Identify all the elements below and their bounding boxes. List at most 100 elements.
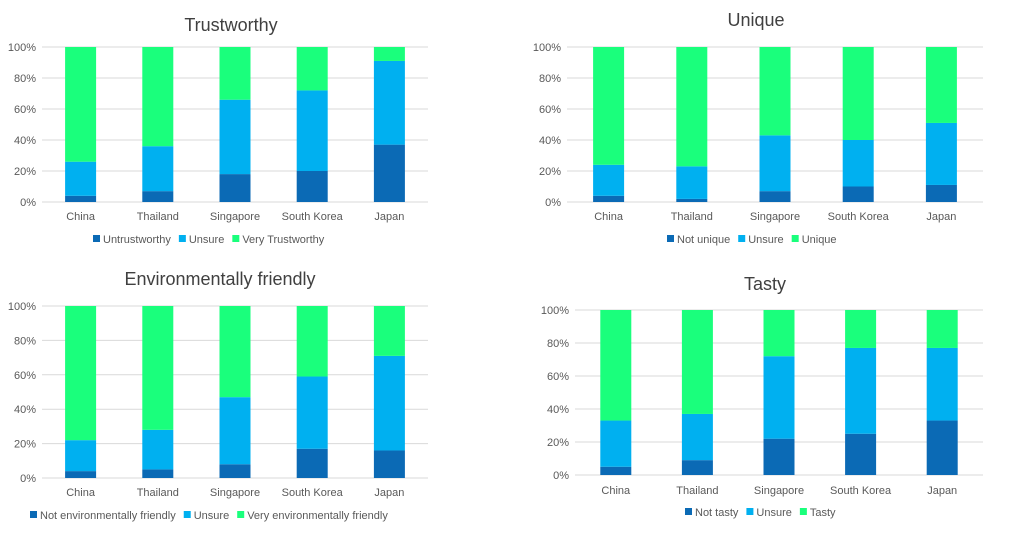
- legend-swatch: [237, 511, 245, 518]
- bar-china-very-trustworthy: [65, 47, 97, 162]
- bar-china-unsure: [600, 420, 632, 467]
- legend-swatch: [791, 235, 799, 242]
- legend-label: Tasty: [810, 507, 836, 519]
- bar-thailand-very-trustworthy: [142, 47, 174, 147]
- x-tick-label: South Korea: [828, 211, 890, 223]
- x-tick-label: Singapore: [754, 485, 804, 497]
- x-tick-label: Singapore: [210, 211, 260, 223]
- y-tick-label: 60%: [539, 104, 561, 116]
- chart-legend: Untrustworthy Unsure Very Trustworthy: [93, 234, 325, 246]
- legend-label: Untrustworthy: [103, 234, 171, 246]
- legend-label: Not unique: [677, 234, 730, 246]
- bar-singapore-unsure: [763, 356, 795, 439]
- bar-south-korea-very-trustworthy: [296, 47, 328, 91]
- y-tick-label: 0%: [20, 197, 36, 209]
- bar-japan-tasty: [926, 310, 958, 348]
- legend-swatch: [183, 511, 191, 518]
- bar-south-korea-unsure: [842, 140, 874, 187]
- legend-label: Not environmentally friendly: [40, 510, 176, 522]
- bar-thailand-unsure: [676, 166, 708, 199]
- y-tick-label: 80%: [539, 73, 561, 85]
- bar-thailand-not-unique: [676, 198, 708, 202]
- bar-japan-unique: [925, 47, 957, 123]
- chart-title: Tasty: [744, 274, 786, 294]
- legend-swatch: [93, 235, 100, 242]
- bar-china-not-unique: [593, 195, 625, 202]
- y-tick-label: 20%: [14, 166, 36, 178]
- bar-south-korea-not-tasty: [845, 433, 877, 475]
- bar-thailand-unsure: [142, 146, 174, 192]
- chart-unique: Unique 0% 20% 40% 60% 80% 100% China Thailand Sin…: [533, 10, 983, 246]
- x-tick-label: Thailand: [137, 487, 179, 499]
- bar-china-unsure: [65, 440, 97, 472]
- bar-singapore-very-trustworthy: [219, 47, 251, 100]
- bar-japan-unsure: [926, 347, 958, 421]
- bar-thailand-unsure: [142, 429, 174, 470]
- bar-singapore-not-unique: [759, 191, 791, 202]
- bar-south-korea-unique: [842, 47, 874, 140]
- bar-japan-unsure: [925, 122, 957, 185]
- legend-label: Not tasty: [695, 507, 739, 519]
- y-tick-label: 20%: [14, 439, 36, 451]
- y-tick-label: 60%: [14, 370, 36, 382]
- y-tick-label: 80%: [547, 338, 569, 350]
- bar-singapore-unsure: [759, 135, 791, 192]
- bar-singapore-not-tasty: [763, 438, 795, 475]
- y-tick-label: 80%: [14, 73, 36, 85]
- y-tick-label: 40%: [14, 404, 36, 416]
- legend-swatch: [232, 235, 240, 242]
- bar-south-korea-not-unique: [842, 186, 874, 202]
- bar-japan-unsure: [373, 355, 405, 451]
- bar-china-not-environmentally-friendly: [65, 471, 97, 478]
- x-tick-label: Japan: [374, 487, 404, 499]
- y-tick-label: 20%: [539, 166, 561, 178]
- legend-swatch: [30, 511, 37, 518]
- y-tick-label: 100%: [533, 42, 561, 54]
- bar-singapore-unique: [759, 47, 791, 136]
- bar-china-unique: [593, 47, 625, 165]
- y-tick-label: 100%: [541, 305, 569, 317]
- bar-south-korea-not-environmentally-friendly: [296, 448, 328, 478]
- x-tick-label: Singapore: [750, 211, 800, 223]
- bar-china-untrustworthy: [65, 195, 97, 202]
- y-tick-label: 60%: [14, 104, 36, 116]
- chart-environmentally-friendly: Environmentally friendly 0% 20% 40% 60% 80% 10…: [8, 269, 428, 522]
- x-tick-label: Thailand: [137, 211, 179, 223]
- bar-singapore-unsure: [219, 99, 251, 175]
- legend-label: Unsure: [189, 234, 224, 246]
- bar-singapore-untrustworthy: [219, 174, 251, 202]
- x-tick-label: China: [66, 487, 96, 499]
- bar-japan-not-environmentally-friendly: [373, 450, 405, 478]
- bar-singapore-very-environmentally-friendly: [219, 306, 251, 398]
- legend-swatch: [178, 235, 186, 242]
- bar-singapore-not-environmentally-friendly: [219, 464, 251, 478]
- y-tick-label: 100%: [8, 301, 36, 313]
- x-tick-label: Japan: [927, 485, 957, 497]
- bar-south-korea-unsure: [296, 90, 328, 171]
- y-tick-label: 40%: [547, 404, 569, 416]
- chart-title: Environmentally friendly: [124, 269, 315, 289]
- x-tick-label: South Korea: [830, 485, 892, 497]
- chart-legend: Not unique Unsure Unique: [667, 234, 837, 246]
- legend-swatch: [746, 508, 754, 515]
- x-tick-label: China: [594, 211, 624, 223]
- bar-south-korea-tasty: [845, 310, 877, 348]
- x-tick-label: Thailand: [671, 211, 713, 223]
- y-tick-label: 0%: [20, 473, 36, 485]
- bar-japan-untrustworthy: [373, 144, 405, 202]
- bar-south-korea-unsure: [296, 376, 328, 449]
- legend-swatch: [667, 235, 674, 242]
- bar-japan-very-environmentally-friendly: [373, 306, 405, 356]
- legend-swatch: [685, 508, 692, 515]
- bar-thailand-tasty: [681, 310, 713, 414]
- legend-label: Very environmentally friendly: [247, 510, 388, 522]
- bar-china-not-tasty: [600, 466, 632, 475]
- legend-label: Very Trustworthy: [242, 234, 324, 246]
- chart-title: Trustworthy: [184, 15, 277, 35]
- x-tick-label: South Korea: [282, 487, 344, 499]
- bar-china-unsure: [593, 164, 625, 196]
- y-tick-label: 0%: [553, 470, 569, 482]
- y-tick-label: 20%: [547, 437, 569, 449]
- legend-swatch: [738, 235, 746, 242]
- x-tick-label: Japan: [374, 211, 404, 223]
